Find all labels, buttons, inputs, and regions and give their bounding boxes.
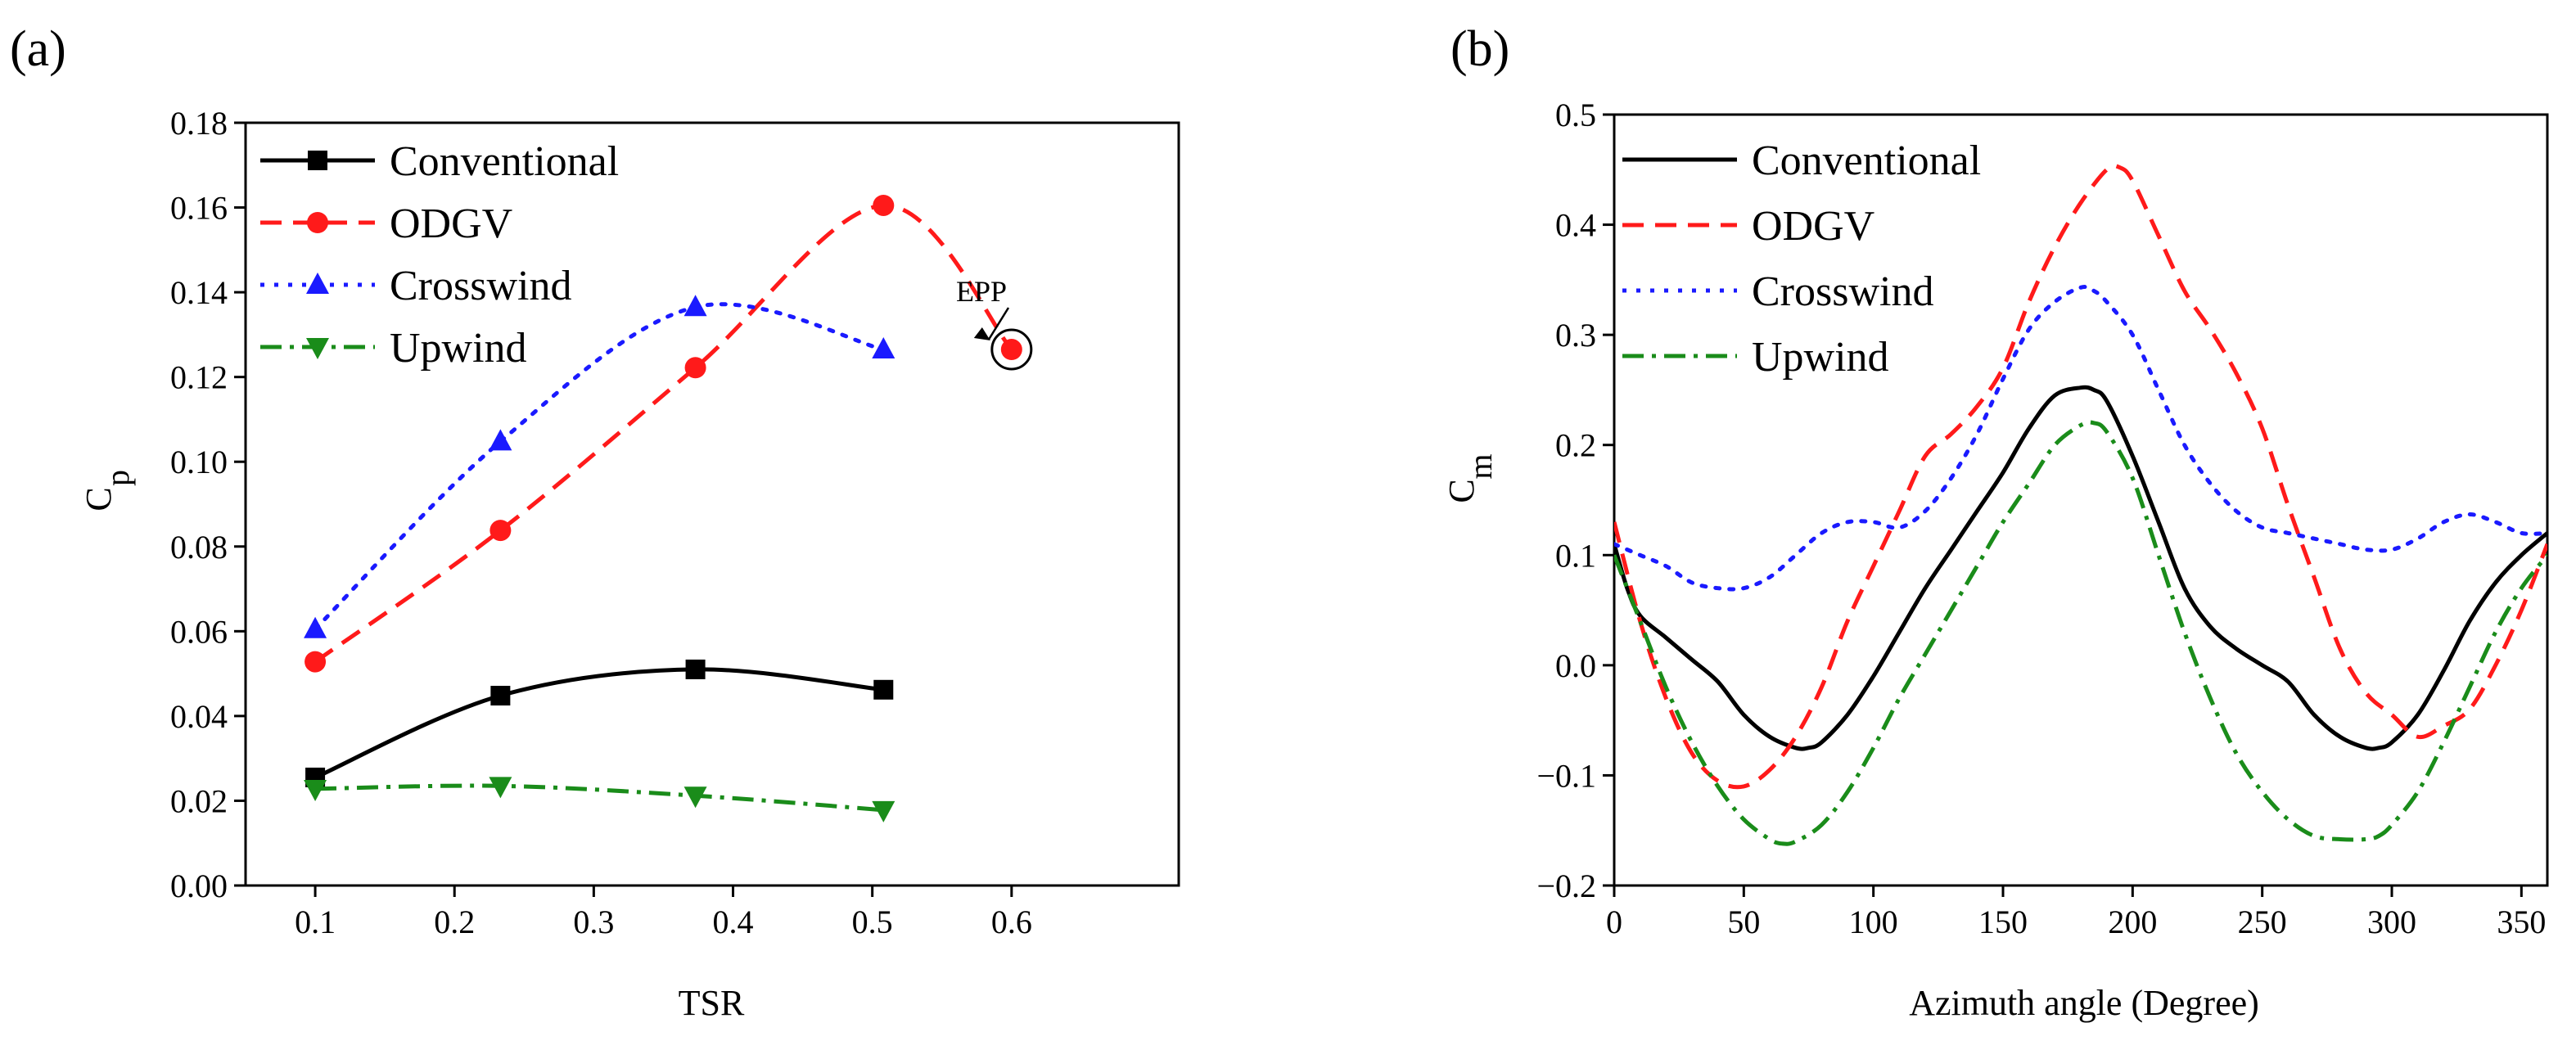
- y-axis-label-a: C p: [79, 470, 136, 511]
- data-point-conventional: [685, 659, 706, 679]
- data-point-upwind: [683, 786, 707, 809]
- x-tick-label: 150: [1978, 904, 2028, 940]
- x-tick-label: 0.5: [852, 904, 893, 940]
- x-tick-label: 50: [1727, 904, 1760, 940]
- legend-a: Conventional ODGV Crosswind Upwind: [260, 138, 619, 372]
- series-line-upwind: [315, 783, 884, 813]
- y-tick-label: 0.14: [170, 274, 228, 311]
- series-line-upwind: [1614, 420, 2547, 846]
- data-point-odgv: [305, 651, 327, 673]
- data-point-crosswind: [683, 295, 707, 317]
- data-point-crosswind: [304, 616, 327, 638]
- data-point-conventional: [490, 686, 511, 706]
- legend-marker-conventional: [308, 151, 327, 170]
- data-point-upwind: [304, 779, 327, 801]
- data-point-crosswind: [872, 337, 896, 359]
- data-point-upwind: [872, 800, 896, 822]
- legend-label-conventional: Conventional: [1752, 137, 1981, 184]
- y-tick-label: −0.1: [1536, 757, 1596, 794]
- legend-label-odgv: ODGV: [390, 201, 512, 247]
- series-line-odgv: [1614, 163, 2547, 790]
- plot-frame: [1613, 113, 2549, 887]
- y-tick-label: 0.1: [1555, 537, 1596, 574]
- y-axis-label-b-sub: m: [1462, 453, 1499, 479]
- y-tick-label: 0.02: [170, 782, 228, 819]
- x-tick-label: 0.6: [991, 904, 1032, 940]
- y-axis-label-b: C m: [1441, 453, 1499, 502]
- legend-marker-upwind: [306, 338, 329, 359]
- x-tick-label: 0.3: [573, 904, 614, 940]
- y-axis-label-a-sub: p: [99, 470, 136, 486]
- y-axis-label-a-main: C: [79, 487, 119, 511]
- x-axis-label-b: Azimuth angle (Degree): [1909, 983, 2259, 1023]
- x-tick-label: 250: [2238, 904, 2287, 940]
- y-tick-label: 0.12: [170, 359, 228, 396]
- series-line-crosswind: [1614, 285, 2547, 592]
- y-tick-label: 0.5: [1555, 97, 1596, 133]
- legend-b: Conventional ODGV Crosswind Upwind: [1622, 137, 1981, 381]
- data-point-odgv: [684, 357, 706, 379]
- panel-label-b: (b): [1450, 21, 1509, 77]
- y-tick-label: 0.16: [170, 190, 228, 227]
- x-ticks-a: 0.1 0.2 0.3 0.4 0.5 0.6: [295, 886, 1032, 940]
- series-line-conventional: [314, 667, 884, 780]
- x-tick-label: 200: [2108, 904, 2157, 940]
- x-tick-label: 0.1: [295, 904, 336, 940]
- y-tick-label: 0.06: [170, 613, 228, 650]
- y-tick-label: −0.2: [1536, 868, 1596, 904]
- y-tick-label: 0.4: [1555, 207, 1596, 244]
- plot-area-a: [244, 121, 1180, 887]
- data-point-odgv: [873, 194, 895, 216]
- series-line-conventional: [1614, 385, 2547, 751]
- chart-a: (a) 0.00 0.02 0.04 0.06 0.08 0.10 0.12 0.14 0.16…: [10, 21, 1180, 1023]
- epp-arrow-head: [973, 327, 990, 341]
- series-line-crosswind: [313, 302, 886, 632]
- epp-arrow-line: [987, 307, 1010, 340]
- x-tick-label: 300: [2367, 904, 2416, 940]
- y-tick-label: 0.18: [170, 105, 228, 142]
- y-ticks-b: −0.2 −0.1 0.0 0.1 0.2 0.3 0.4 0.5: [1536, 97, 1614, 904]
- plot-area-b: [1613, 113, 2549, 887]
- y-tick-label: 0.00: [170, 868, 228, 904]
- data-point-odgv: [489, 520, 512, 542]
- x-ticks-b: 0 50 100 150 200 250 300 350: [1606, 886, 2546, 940]
- y-tick-label: 0.08: [170, 529, 228, 566]
- legend-label-upwind: Upwind: [390, 325, 527, 372]
- x-tick-label: 350: [2497, 904, 2546, 940]
- data-point-upwind: [489, 777, 512, 799]
- annotation-epp-text: EPP: [956, 275, 1007, 308]
- chart-b: (b) −0.2 −0.1 0.0 0.1 0.2 0.3 0.4 0.5 0 50 100 150…: [1441, 21, 2549, 1023]
- x-tick-label: 0.2: [434, 904, 475, 940]
- y-axis-label-b-main: C: [1441, 479, 1482, 502]
- x-axis-label-a: TSR: [679, 983, 745, 1023]
- x-tick-label: 0: [1606, 904, 1622, 940]
- legend-label-conventional: Conventional: [390, 138, 619, 185]
- legend-marker-crosswind: [306, 273, 329, 294]
- y-tick-label: 0.10: [170, 444, 228, 480]
- x-tick-label: 100: [1849, 904, 1898, 940]
- legend-label-crosswind: Crosswind: [1752, 268, 1933, 315]
- legend-label-crosswind: Crosswind: [390, 263, 571, 309]
- y-ticks-a: 0.00 0.02 0.04 0.06 0.08 0.10 0.12 0.14 0.16 0.18: [170, 105, 246, 904]
- annotation-epp: EPP: [956, 275, 1033, 371]
- legend-label-upwind: Upwind: [1752, 334, 1889, 381]
- y-tick-label: 0.3: [1555, 317, 1596, 354]
- y-tick-label: 0.0: [1555, 647, 1596, 684]
- data-point-crosswind: [489, 429, 512, 451]
- y-tick-label: 0.2: [1555, 427, 1596, 464]
- x-tick-label: 0.4: [713, 904, 754, 940]
- plot-frame: [244, 121, 1180, 887]
- legend-marker-odgv: [307, 212, 328, 233]
- y-tick-label: 0.04: [170, 698, 228, 735]
- data-point-odgv: [1000, 339, 1022, 361]
- series-line-odgv: [314, 203, 1013, 664]
- data-point-conventional: [873, 679, 894, 700]
- panel-label-a: (a): [10, 21, 66, 77]
- legend-label-odgv: ODGV: [1752, 203, 1874, 250]
- epp-highlight-circle: [990, 328, 1033, 371]
